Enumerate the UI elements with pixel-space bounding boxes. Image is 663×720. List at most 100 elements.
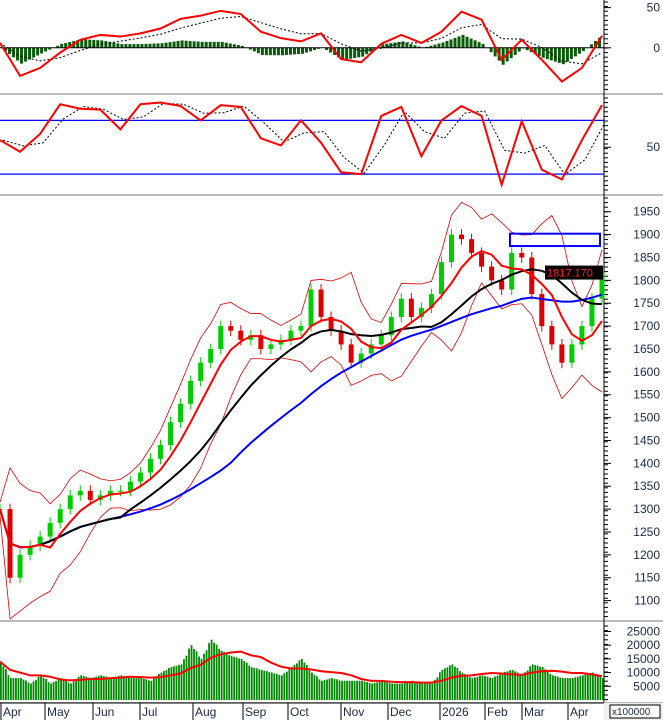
macd-histogram-bar xyxy=(20,47,24,64)
candle-body xyxy=(37,536,43,546)
macd-histogram-bar xyxy=(164,42,168,48)
candle-body xyxy=(117,490,123,492)
macd-histogram-bar xyxy=(325,47,329,51)
volume-bar xyxy=(158,674,160,700)
macd-histogram-bar xyxy=(469,38,473,48)
candle-body xyxy=(308,289,314,327)
month-label: Jul xyxy=(142,705,157,719)
volume-bar xyxy=(70,683,73,700)
volume-bar xyxy=(25,680,27,700)
volume-bar xyxy=(85,676,88,700)
macd-histogram-bar xyxy=(573,47,577,57)
volume-bar xyxy=(526,670,529,700)
volume-bar xyxy=(137,678,140,700)
macd-histogram-bar xyxy=(76,40,80,48)
macd-histogram-bar xyxy=(292,47,296,55)
macd-histogram-bar xyxy=(473,40,477,48)
volume-bar xyxy=(381,680,384,700)
volume-bar xyxy=(270,672,273,700)
volume-bar xyxy=(47,682,50,700)
volume-bar xyxy=(413,681,416,700)
volume-bar xyxy=(343,680,346,700)
macd-histogram-bar xyxy=(264,47,268,56)
macd-histogram-bar xyxy=(80,39,84,48)
macd-histogram-bar xyxy=(116,43,120,48)
bollinger-upper xyxy=(0,201,603,505)
candle-body xyxy=(358,353,364,363)
volume-bar xyxy=(170,667,173,700)
volume-bar xyxy=(62,679,65,700)
volume-bar xyxy=(273,673,276,700)
macd-histogram-bar xyxy=(196,41,200,48)
macd-histogram-bar xyxy=(276,47,280,56)
volume-bar xyxy=(539,666,542,700)
macd-histogram-bar xyxy=(313,47,317,51)
volume-bar xyxy=(376,682,379,700)
macd-histogram-bar xyxy=(216,41,220,48)
macd-histogram-bar xyxy=(44,47,48,52)
macd-histogram-bar xyxy=(381,44,385,48)
macd-histogram-bar xyxy=(96,40,100,48)
volume-bar xyxy=(484,676,486,700)
volume-bar xyxy=(228,655,231,700)
x-axis-area xyxy=(0,703,663,720)
volume-bar xyxy=(388,683,391,700)
volume-bar xyxy=(285,671,288,700)
macd-histogram-bar xyxy=(501,47,505,65)
candle-body xyxy=(57,509,63,523)
candle-body xyxy=(428,294,434,308)
candle-body xyxy=(589,298,595,327)
volume-bar xyxy=(50,683,52,700)
volume-bar xyxy=(218,648,221,700)
macd-histogram-bar xyxy=(4,47,8,51)
macd-histogram-bar xyxy=(232,44,236,48)
volume-bar xyxy=(594,674,597,700)
volume-bar xyxy=(398,683,401,700)
y-tick-label: 1450 xyxy=(633,433,660,447)
macd-histogram-bar xyxy=(136,44,140,48)
volume-bar xyxy=(245,662,248,700)
volume-bar xyxy=(75,679,78,700)
candle-body xyxy=(479,252,485,267)
macd-histogram-bar xyxy=(357,47,361,58)
candle-body xyxy=(398,298,404,317)
candle-body xyxy=(27,545,33,555)
volume-unit-box xyxy=(609,704,661,719)
volume-bar xyxy=(559,677,562,700)
macd-histogram-bar xyxy=(12,47,16,58)
volume-bar xyxy=(0,661,2,700)
macd-histogram-bar xyxy=(288,47,292,55)
candle-body xyxy=(539,294,545,327)
candle-body xyxy=(158,445,164,459)
volume-bar xyxy=(491,678,494,700)
volume-bar xyxy=(190,645,193,700)
candle-body xyxy=(17,554,23,578)
macd-histogram-bar xyxy=(172,41,176,48)
volume-bar xyxy=(418,683,421,700)
volume-bar xyxy=(541,667,544,700)
volume-bar xyxy=(150,680,153,700)
volume-bar xyxy=(408,681,411,700)
macd-histogram-bar xyxy=(68,42,72,48)
y-tick-label: 1750 xyxy=(633,296,660,310)
volume-bar xyxy=(519,674,522,700)
volume-bar xyxy=(461,672,464,700)
candle-body xyxy=(218,326,224,349)
macd-histogram-bar xyxy=(413,45,417,48)
volume-bar xyxy=(195,651,198,700)
macd-histogram-bar xyxy=(120,44,124,48)
macd-histogram-bar xyxy=(24,47,28,62)
candle-body xyxy=(569,344,575,363)
volume-unit-label: x100000 xyxy=(612,707,651,718)
volume-bar xyxy=(265,671,268,700)
volume-bar xyxy=(446,667,449,700)
volume-bar xyxy=(391,683,394,700)
volume-bar xyxy=(536,665,539,700)
volume-bar xyxy=(511,669,514,700)
volume-bar xyxy=(258,669,261,700)
candle-body xyxy=(388,316,394,336)
candle-body xyxy=(328,316,334,331)
y-tick-label: 25000 xyxy=(627,624,661,638)
y-tick-label: 1600 xyxy=(633,365,660,379)
